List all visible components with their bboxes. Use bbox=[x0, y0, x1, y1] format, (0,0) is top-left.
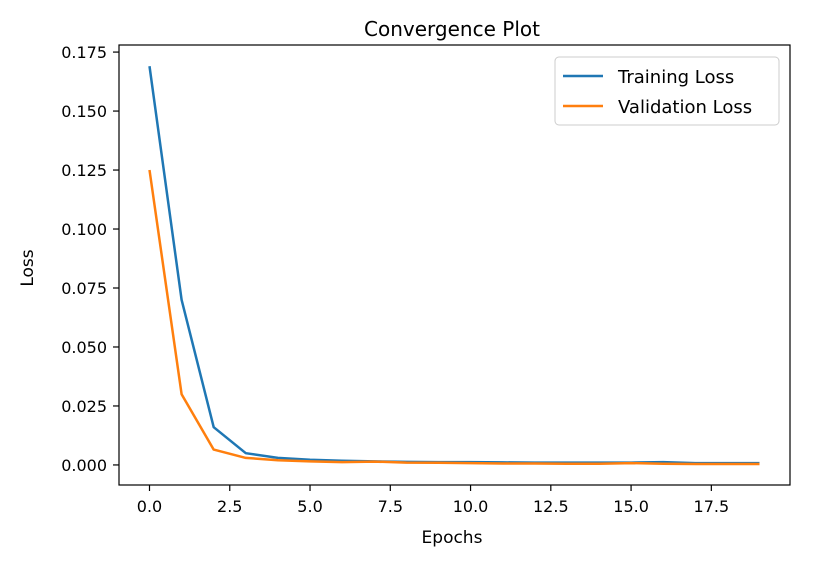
y-tick-label: 0.100 bbox=[61, 220, 107, 239]
x-tick-label: 2.5 bbox=[217, 497, 242, 516]
x-tick-label: 10.0 bbox=[453, 497, 489, 516]
legend: Training Loss Validation Loss bbox=[554, 56, 780, 126]
x-axis-ticks: 0.0 2.5 5.0 7.5 10.0 12.5 15.0 17.5 bbox=[137, 485, 729, 516]
chart-title: Convergence Plot bbox=[364, 17, 540, 41]
x-tick-label: 17.5 bbox=[694, 497, 730, 516]
series-line-validation-loss bbox=[148, 169, 760, 466]
y-tick-label: 0.175 bbox=[61, 43, 107, 62]
y-tick-label: 0.025 bbox=[61, 397, 107, 416]
plot-frame bbox=[118, 44, 791, 486]
x-tick-label: 12.5 bbox=[533, 497, 569, 516]
x-tick-label: 15.0 bbox=[613, 497, 649, 516]
x-tick-label: 7.5 bbox=[378, 497, 403, 516]
y-tick-label: 0.075 bbox=[61, 279, 107, 298]
legend-box bbox=[554, 56, 780, 126]
y-tick-label: 0.050 bbox=[61, 338, 107, 357]
y-axis-ticks: 0.000 0.025 0.050 0.075 0.100 0.125 0.150 0.175 bbox=[61, 43, 119, 475]
plot-lines bbox=[148, 66, 760, 466]
y-tick-label: 0.150 bbox=[61, 102, 107, 121]
y-tick-label: 0.125 bbox=[61, 161, 107, 180]
y-tick-label: 0.000 bbox=[61, 456, 107, 475]
legend-label-training: Training Loss bbox=[617, 67, 734, 88]
y-axis-label: Loss bbox=[18, 249, 38, 286]
legend-label-validation: Validation Loss bbox=[618, 97, 752, 118]
x-tick-label: 5.0 bbox=[297, 497, 322, 516]
x-axis-label: Epochs bbox=[422, 528, 483, 548]
x-tick-label: 0.0 bbox=[137, 497, 162, 516]
